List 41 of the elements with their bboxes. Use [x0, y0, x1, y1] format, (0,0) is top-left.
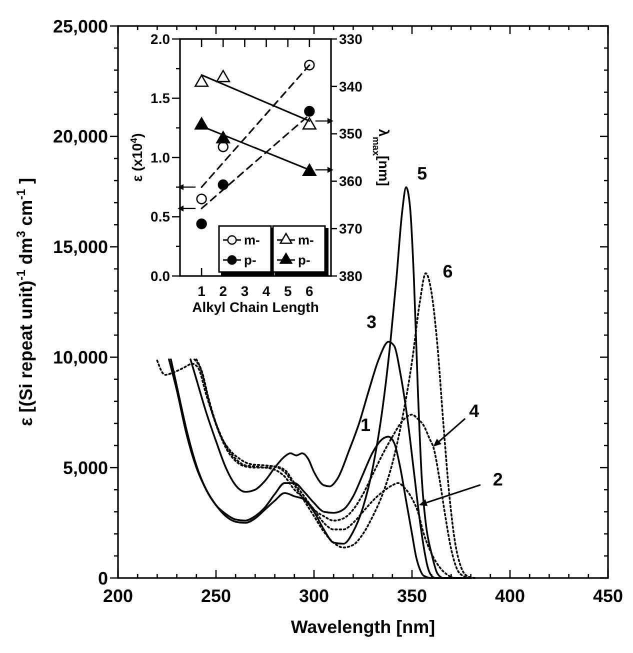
y2-tick-label: 370: [339, 220, 363, 236]
legend-label: m-: [244, 232, 260, 248]
x-tick-label: 450: [592, 586, 624, 606]
x-tick-label: 200: [102, 586, 134, 606]
y-tick-label: 10,000: [52, 348, 108, 368]
x-tick-label: 250: [200, 586, 232, 606]
annotation: 2: [492, 469, 503, 490]
legend-label: m-: [298, 232, 314, 248]
x-axis-title: Wavelength [nm]: [290, 617, 436, 637]
y-tick-label: 1.5: [150, 90, 170, 106]
x-tick-label: 3: [240, 283, 249, 299]
y-tick-label: 0.0: [150, 268, 170, 284]
y-tick-label: 2.0: [150, 30, 170, 47]
annotation: 6: [442, 262, 453, 282]
legend-label: p-: [298, 252, 310, 268]
x-tick-label: 2: [219, 283, 228, 299]
y2-tick-label: 380: [339, 268, 363, 284]
y-tick-label: 5,000: [62, 458, 108, 478]
x-axis-title: Alkyl Chain Length: [192, 299, 319, 315]
y2-tick-label: 360: [339, 173, 363, 190]
y2-tick-label: 350: [339, 126, 363, 142]
legend-label: p-: [244, 252, 256, 268]
annotation: 1: [360, 414, 370, 435]
y-tick-label: 0: [98, 568, 108, 588]
y-tick-label: 0.5: [150, 208, 170, 225]
x-tick-label: 5: [284, 283, 292, 299]
y-tick-label: 15,000: [52, 237, 108, 258]
annotation: 5: [417, 163, 428, 184]
annotation: 4: [469, 400, 480, 421]
x-tick-label: 300: [298, 586, 330, 606]
y2-tick-label: 330: [339, 30, 363, 47]
x-tick-label: 4: [262, 283, 270, 299]
x-tick-label: 6: [306, 283, 314, 299]
x-tick-label: 350: [396, 586, 428, 606]
annotation: 3: [366, 312, 376, 332]
y-tick-label: 25,000: [52, 16, 108, 36]
x-tick-label: 400: [494, 586, 526, 606]
y-tick-label: 1.0: [150, 149, 170, 166]
y2-tick-label: 340: [339, 78, 363, 94]
y-tick-label: 20,000: [52, 126, 108, 147]
x-tick-label: 1: [198, 283, 206, 299]
